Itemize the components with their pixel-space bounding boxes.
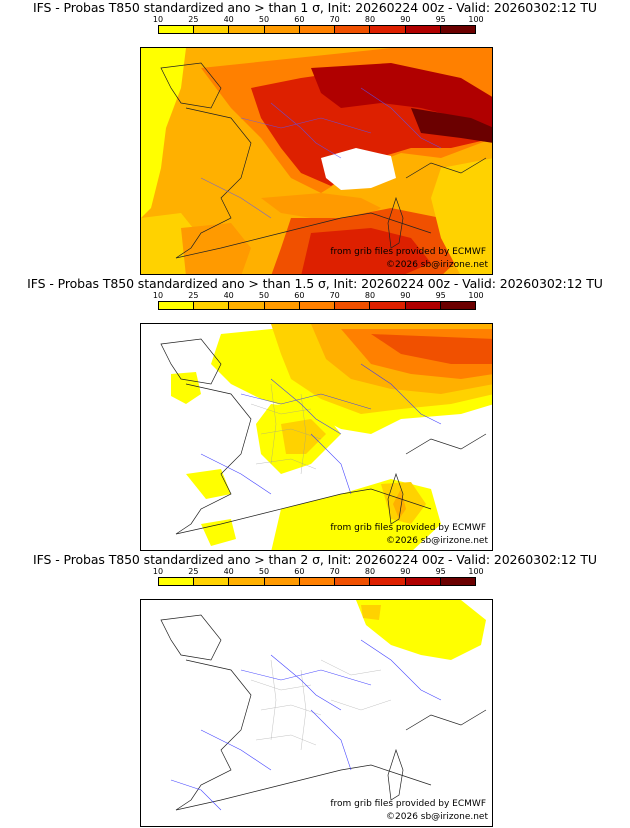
map-panel-3: IFS - Probas T850 standardized ano > tha… — [0, 552, 630, 828]
legend-tick-label: 10 — [152, 15, 164, 24]
legend-swatch — [335, 26, 371, 33]
panel-title: IFS - Probas T850 standardized ano > tha… — [27, 276, 603, 291]
legend-tick-label: 50 — [258, 567, 270, 576]
legend-tick-label: 50 — [258, 291, 270, 300]
color-legend: 10 25 40 50 60 70 80 90 95 100 — [153, 291, 484, 315]
legend-swatch — [229, 302, 265, 309]
legend-swatch — [194, 578, 230, 585]
legend-tick-label: 90 — [400, 15, 411, 24]
legend-tick-label: 95 — [435, 15, 446, 24]
legend-tick-label: 70 — [329, 567, 340, 576]
legend-swatch — [440, 302, 475, 309]
credit-source: from grib files provided by ECMWF — [330, 247, 486, 257]
legend-tick-labels: 10 25 40 50 60 70 80 90 95 100 — [153, 291, 484, 301]
panel-title: IFS - Probas T850 standardized ano > tha… — [33, 552, 597, 567]
map-canvas — [141, 48, 492, 274]
legend-tick-label: 40 — [223, 15, 234, 24]
legend-tick-label: 80 — [364, 567, 376, 576]
legend-tick-label: 100 — [468, 291, 484, 300]
legend-color-bar — [158, 25, 476, 34]
legend-tick-label: 100 — [468, 15, 484, 24]
legend-swatch — [264, 302, 300, 309]
legend-tick-label: 100 — [468, 567, 484, 576]
legend-swatch — [370, 26, 406, 33]
legend-tick-label: 25 — [188, 291, 199, 300]
legend-swatch — [370, 302, 406, 309]
color-legend: 10 25 40 50 60 70 80 90 95 100 — [153, 15, 484, 39]
legend-tick-label: 60 — [294, 567, 305, 576]
legend-tick-label: 95 — [435, 291, 446, 300]
map-canvas — [141, 600, 492, 826]
legend-swatch — [440, 578, 475, 585]
legend-tick-label: 70 — [329, 291, 340, 300]
color-legend: 10 25 40 50 60 70 80 90 95 100 — [153, 567, 484, 591]
legend-tick-label: 40 — [223, 291, 234, 300]
legend-tick-label: 50 — [258, 15, 270, 24]
legend-color-bar — [158, 577, 476, 586]
legend-color-bar — [158, 301, 476, 310]
legend-tick-label: 40 — [223, 567, 234, 576]
credit-source: from grib files provided by ECMWF — [330, 523, 486, 533]
legend-tick-label: 80 — [364, 15, 376, 24]
legend-swatch — [159, 26, 195, 33]
legend-swatch — [229, 26, 265, 33]
legend-swatch — [194, 26, 230, 33]
legend-tick-label: 95 — [435, 567, 446, 576]
probability-map: from grib files provided by ECMWF ©2026 … — [140, 47, 493, 275]
legend-tick-label: 10 — [152, 291, 164, 300]
legend-swatch — [299, 26, 336, 33]
probability-map: from grib files provided by ECMWF ©2026 … — [140, 323, 493, 551]
legend-tick-label: 70 — [329, 15, 340, 24]
legend-tick-label: 80 — [364, 291, 376, 300]
legend-swatch — [264, 578, 300, 585]
legend-swatch — [299, 302, 336, 309]
credit-copyright: ©2026 sb@irizone.net — [386, 536, 488, 546]
map-panel-1: IFS - Probas T850 standardized ano > tha… — [0, 0, 630, 276]
legend-swatch — [335, 302, 371, 309]
map-canvas — [141, 324, 492, 550]
legend-swatch — [159, 302, 195, 309]
legend-tick-label: 60 — [294, 291, 305, 300]
legend-swatch — [159, 578, 195, 585]
legend-tick-label: 90 — [400, 291, 411, 300]
credit-copyright: ©2026 sb@irizone.net — [386, 812, 488, 822]
legend-tick-label: 60 — [294, 15, 305, 24]
legend-swatch — [194, 302, 230, 309]
legend-swatch — [440, 26, 475, 33]
map-panel-2: IFS - Probas T850 standardized ano > tha… — [0, 276, 630, 552]
legend-swatch — [370, 578, 406, 585]
legend-tick-label: 10 — [152, 567, 164, 576]
legend-tick-label: 90 — [400, 567, 411, 576]
legend-tick-labels: 10 25 40 50 60 70 80 90 95 100 — [153, 15, 484, 25]
legend-swatch — [405, 302, 441, 309]
legend-swatch — [405, 578, 441, 585]
legend-swatch — [405, 26, 441, 33]
probability-map: from grib files provided by ECMWF ©2026 … — [140, 599, 493, 827]
legend-swatch — [229, 578, 265, 585]
legend-swatch — [264, 26, 300, 33]
legend-tick-labels: 10 25 40 50 60 70 80 90 95 100 — [153, 567, 484, 577]
legend-swatch — [299, 578, 336, 585]
credit-source: from grib files provided by ECMWF — [330, 799, 486, 809]
legend-swatch — [335, 578, 371, 585]
legend-tick-label: 25 — [188, 15, 199, 24]
panel-title: IFS - Probas T850 standardized ano > tha… — [33, 0, 597, 15]
legend-tick-label: 25 — [188, 567, 199, 576]
credit-copyright: ©2026 sb@irizone.net — [386, 260, 488, 270]
